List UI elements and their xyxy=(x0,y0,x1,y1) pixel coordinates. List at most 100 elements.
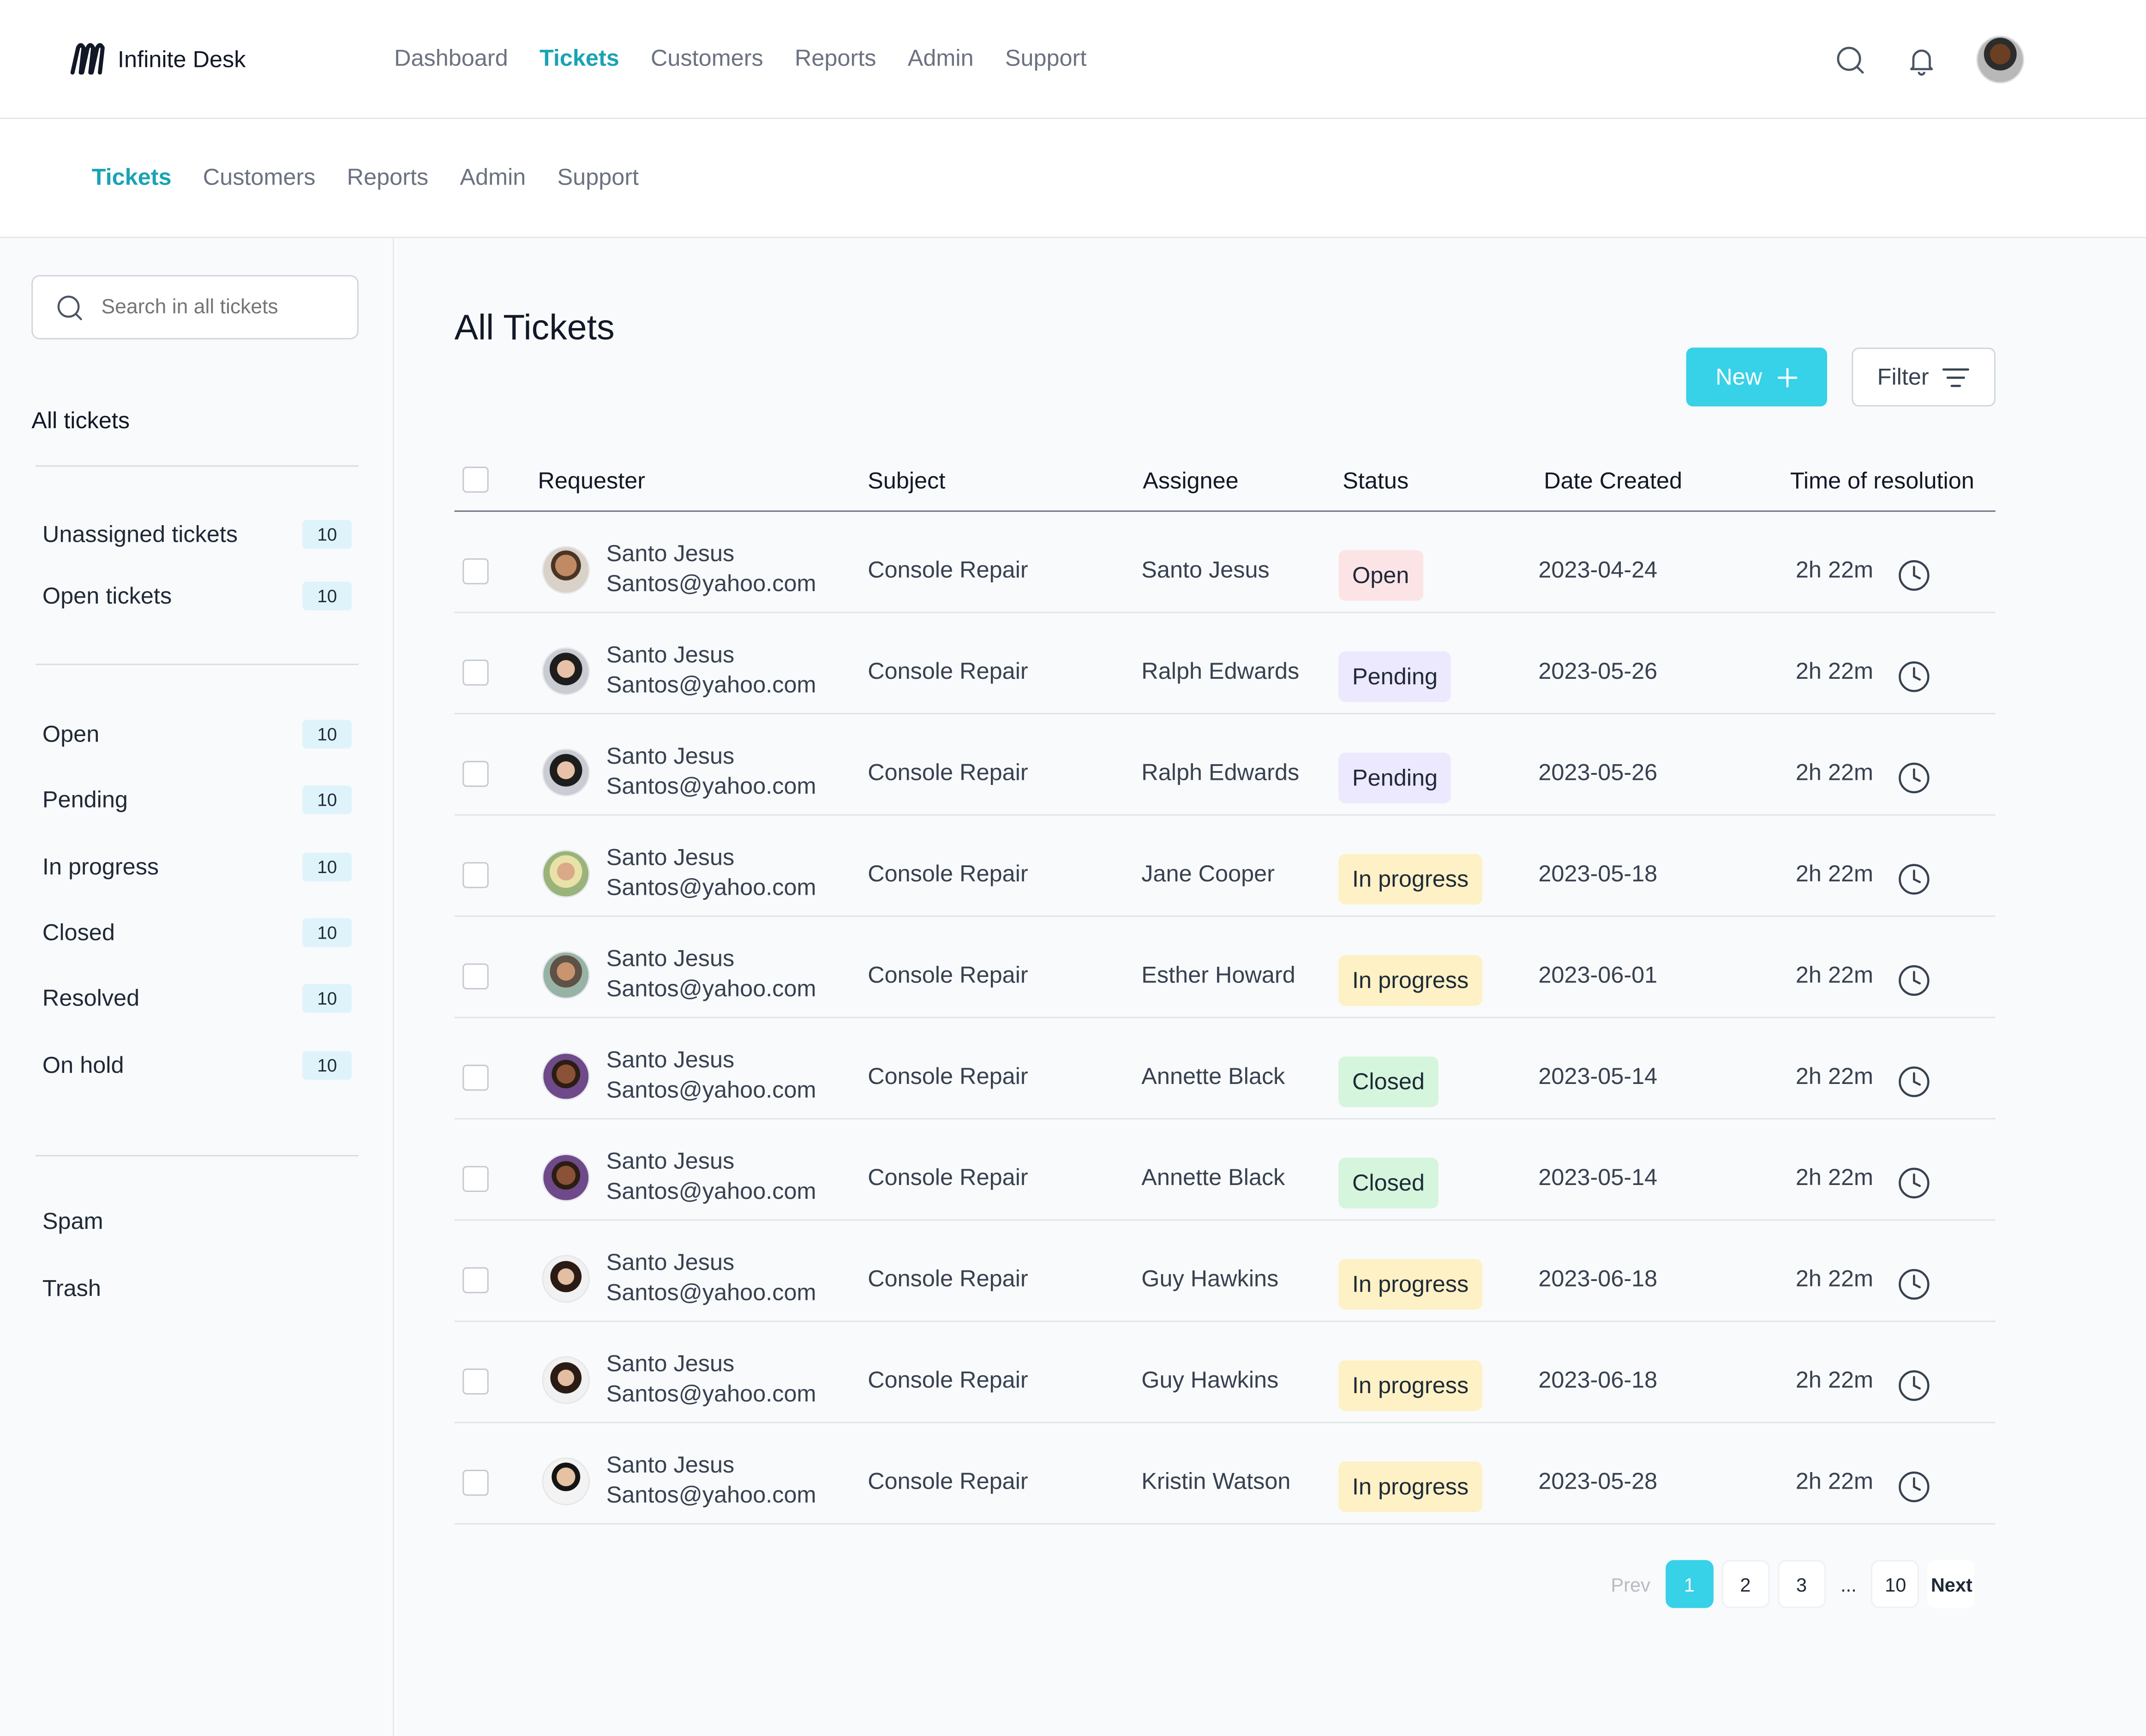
requester-email: Santos@yahoo.com xyxy=(606,773,816,799)
ticket-subject[interactable]: Console Repair xyxy=(868,759,1028,786)
prev-page-button[interactable]: Prev xyxy=(1611,1573,1650,1595)
row-checkbox[interactable] xyxy=(462,659,489,686)
ticket-subject[interactable]: Console Repair xyxy=(868,1063,1028,1089)
top-actions xyxy=(1834,36,2025,84)
search-input[interactable] xyxy=(101,295,334,319)
table-row[interactable]: Santo Jesus Santos@yahoo.com Console Repai… xyxy=(454,917,1996,1018)
sidebar-item-label: Pending xyxy=(42,786,128,813)
table-row[interactable]: Santo Jesus Santos@yahoo.com Console Repai… xyxy=(454,714,1996,816)
requester-name: Santo Jesus xyxy=(606,540,735,567)
row-checkbox[interactable] xyxy=(462,963,489,990)
row-checkbox[interactable] xyxy=(462,1267,489,1293)
date-created: 2023-04-24 xyxy=(1538,557,1658,583)
column-subject[interactable]: Subject xyxy=(868,468,946,494)
date-created: 2023-05-26 xyxy=(1538,658,1658,684)
time-of-resolution: 2h 22m xyxy=(1795,759,1874,786)
ticket-subject[interactable]: Console Repair xyxy=(868,557,1028,583)
sidebar-item-open[interactable]: Open 10 xyxy=(42,719,352,749)
row-checkbox[interactable] xyxy=(462,1368,489,1395)
nav-dashboard[interactable]: Dashboard xyxy=(394,45,508,72)
requester-avatar xyxy=(542,546,590,594)
subnav-support[interactable]: Support xyxy=(557,164,639,191)
column-time-of-resolution[interactable]: Time of resolution xyxy=(1790,468,1974,494)
page-button-3[interactable]: 3 xyxy=(1777,1560,1826,1608)
sidebar-item-spam[interactable]: Spam xyxy=(42,1209,352,1236)
page-button-10[interactable]: 10 xyxy=(1871,1560,1920,1608)
ticket-subject[interactable]: Console Repair xyxy=(868,962,1028,988)
sidebar-item-label: Open tickets xyxy=(42,582,172,609)
sidebar-item-closed[interactable]: Closed 10 xyxy=(42,918,352,947)
date-created: 2023-05-14 xyxy=(1538,1063,1658,1089)
nav-admin[interactable]: Admin xyxy=(907,45,974,72)
row-checkbox[interactable] xyxy=(462,760,489,787)
all-tickets-heading[interactable]: All tickets xyxy=(31,407,130,434)
subnav-admin[interactable]: Admin xyxy=(460,164,526,191)
ticket-subject[interactable]: Console Repair xyxy=(868,861,1028,887)
time-of-resolution: 2h 22m xyxy=(1795,557,1874,583)
new-ticket-button[interactable]: New xyxy=(1686,347,1828,407)
page-button-2[interactable]: 2 xyxy=(1721,1560,1769,1608)
table-header: Requester Subject Assignee Status Date C… xyxy=(454,457,1996,512)
user-avatar[interactable] xyxy=(1976,36,2025,84)
ticket-assignee: Ralph Edwards xyxy=(1141,759,1300,786)
search-icon[interactable] xyxy=(1834,43,1867,76)
column-requester[interactable]: Requester xyxy=(538,468,646,494)
table-row[interactable]: Santo Jesus Santos@yahoo.com Console Repai… xyxy=(454,1119,1996,1221)
column-date-created[interactable]: Date Created xyxy=(1544,468,1683,494)
subnav-tickets[interactable]: Tickets xyxy=(91,164,172,191)
ticket-subject[interactable]: Console Repair xyxy=(868,1367,1028,1393)
sidebar-item-trash[interactable]: Trash xyxy=(42,1275,352,1303)
row-checkbox[interactable] xyxy=(462,1470,489,1496)
nav-tickets[interactable]: Tickets xyxy=(539,45,619,72)
plus-icon xyxy=(1777,367,1797,387)
table-row[interactable]: Santo Jesus Santos@yahoo.com Console Repai… xyxy=(454,815,1996,917)
table-row[interactable]: Santo Jesus Santos@yahoo.com Console Repai… xyxy=(454,613,1996,715)
sidebar-item-pending[interactable]: Pending 10 xyxy=(42,785,352,814)
count-badge: 10 xyxy=(302,984,352,1013)
row-checkbox[interactable] xyxy=(462,862,489,888)
table-row[interactable]: Santo Jesus Santos@yahoo.com Console Repai… xyxy=(454,1322,1996,1424)
top-bar: Infinite Desk Dashboard Tickets Customer… xyxy=(0,0,2146,120)
sidebar-item-in-progress[interactable]: In progress 10 xyxy=(42,852,352,881)
sidebar-item-label: Closed xyxy=(42,919,115,945)
nav-reports[interactable]: Reports xyxy=(794,45,876,72)
status-badge: Closed xyxy=(1338,1157,1439,1209)
table-row[interactable]: Santo Jesus Santos@yahoo.com Console Repai… xyxy=(454,1221,1996,1322)
subnav-customers[interactable]: Customers xyxy=(203,164,316,191)
table-row[interactable]: Santo Jesus Santos@yahoo.com Console Repai… xyxy=(454,1018,1996,1119)
ticket-subject[interactable]: Console Repair xyxy=(868,658,1028,684)
bell-icon[interactable] xyxy=(1905,43,1938,76)
ticket-subject[interactable]: Console Repair xyxy=(868,1266,1028,1292)
page-button-1[interactable]: 1 xyxy=(1665,1560,1714,1608)
sidebar-item-open-tickets[interactable]: Open tickets 10 xyxy=(42,581,352,611)
ticket-subject[interactable]: Console Repair xyxy=(868,1468,1028,1495)
sidebar-item-resolved[interactable]: Resolved 10 xyxy=(42,984,352,1013)
row-checkbox[interactable] xyxy=(462,1166,489,1192)
next-page-button[interactable]: Next xyxy=(1927,1560,1976,1608)
ticket-subject[interactable]: Console Repair xyxy=(868,1164,1028,1191)
filter-button[interactable]: Filter xyxy=(1852,347,1996,407)
nav-support[interactable]: Support xyxy=(1005,45,1087,72)
nav-customers[interactable]: Customers xyxy=(651,45,763,72)
brand-logo[interactable]: Infinite Desk xyxy=(68,42,246,78)
count-badge: 10 xyxy=(302,581,352,611)
search-box[interactable] xyxy=(31,275,359,340)
requester-email: Santos@yahoo.com xyxy=(606,1077,816,1103)
select-all-checkbox[interactable] xyxy=(462,467,489,493)
clock-icon xyxy=(1899,762,1930,794)
search-icon xyxy=(57,295,82,320)
new-button-label: New xyxy=(1715,363,1762,389)
row-checkbox[interactable] xyxy=(462,1065,489,1091)
column-assignee[interactable]: Assignee xyxy=(1143,468,1239,494)
column-status[interactable]: Status xyxy=(1343,468,1409,494)
subnav-reports[interactable]: Reports xyxy=(347,164,429,191)
table-row[interactable]: Santo Jesus Santos@yahoo.com Console Repai… xyxy=(454,1423,1996,1525)
sidebar-item-unassigned-tickets[interactable]: Unassigned tickets 10 xyxy=(42,520,352,549)
sidebar-item-label: Trash xyxy=(42,1275,101,1302)
page-title: All Tickets xyxy=(454,306,615,348)
row-checkbox[interactable] xyxy=(462,558,489,585)
sidebar-item-on-hold[interactable]: On hold 10 xyxy=(42,1051,352,1080)
table-row[interactable]: Santo Jesus Santos@yahoo.com Console Repai… xyxy=(454,512,1996,613)
pagination-ellipsis: ... xyxy=(1840,1573,1857,1595)
sidebar-item-label: Open xyxy=(42,720,100,747)
